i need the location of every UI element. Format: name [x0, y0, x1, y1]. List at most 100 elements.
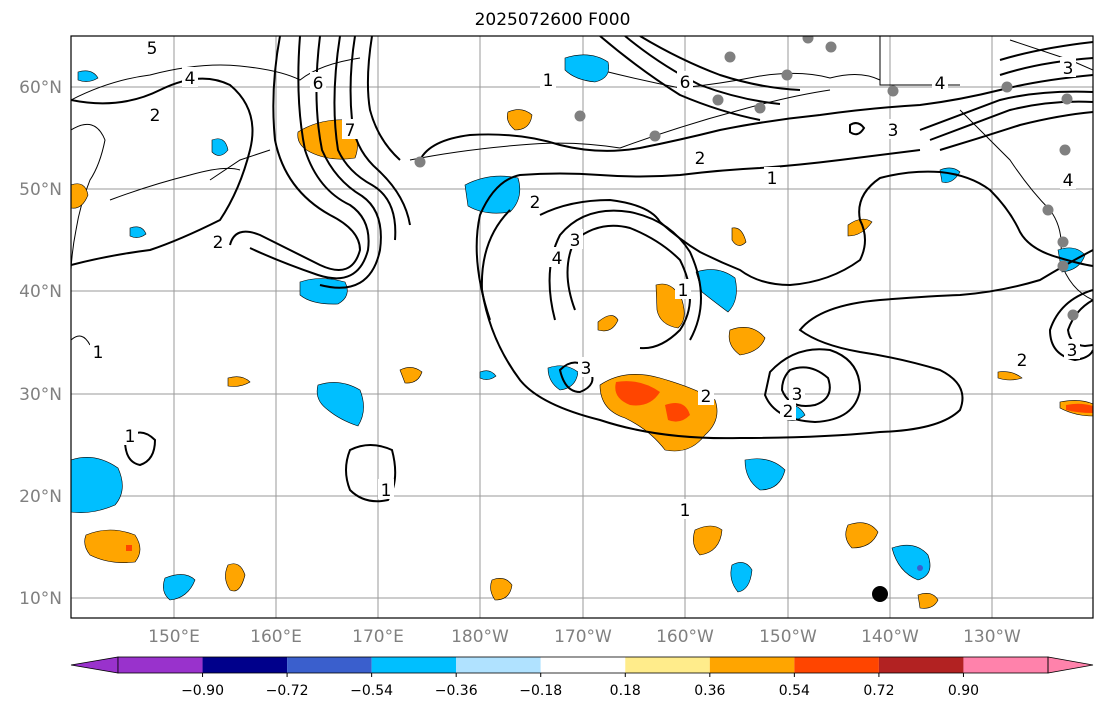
latitude-axis: 60°N 50°N 40°N 30°N 20°N 10°N: [19, 78, 62, 609]
colorbar-swatch: [456, 657, 541, 673]
longitude-label: 170°W: [554, 627, 612, 647]
contour-label-bg: [527, 191, 543, 211]
contour-label: 6: [313, 74, 324, 94]
latitude-label: 10°N: [19, 589, 62, 609]
contour-label-bg: [90, 341, 106, 361]
longitude-label: 150°E: [148, 627, 200, 647]
contour-label-bg: [764, 167, 780, 187]
contour-label: 7: [345, 121, 356, 141]
contour-label: 3: [1063, 59, 1074, 79]
contour-label-bg: [932, 72, 948, 92]
colorbar-swatch: [118, 657, 203, 673]
map-frame: [71, 36, 1093, 618]
contour-label-bg: [310, 72, 326, 92]
contour-label: 1: [767, 169, 778, 189]
contour-label-bg: [1060, 57, 1076, 77]
colorbar-tick-label: −0.18: [519, 683, 562, 699]
contour-label-bg: [567, 229, 583, 249]
contour-label: 2: [1017, 351, 1028, 371]
map-title: 2025072600 F000: [474, 10, 631, 30]
contour-label: 3: [581, 359, 592, 379]
longitude-label: 140°W: [861, 627, 919, 647]
contour-label: 1: [93, 343, 104, 363]
contour-label-bg: [549, 247, 565, 267]
station-markers: [414, 36, 1079, 321]
colorbar-tick-label: −0.72: [266, 683, 309, 699]
contour-label-bg: [677, 499, 693, 519]
colorbar-swatch: [794, 657, 879, 673]
longitude-label: 130°W: [963, 627, 1021, 647]
contour-label: 2: [530, 193, 541, 213]
latitude-label: 40°N: [19, 282, 62, 302]
coastlines: [71, 36, 1093, 346]
contour-label: 3: [1067, 341, 1078, 361]
longitude-label: 170°E: [352, 627, 404, 647]
longitude-label: 180°W: [451, 627, 509, 647]
colorbar-tick-label: −0.54: [350, 683, 393, 699]
colorbar-extend-low: [70, 656, 119, 674]
contour-label-bg: [698, 385, 714, 405]
contour-label: 3: [570, 231, 581, 251]
contour-label-bg: [1064, 339, 1080, 359]
longitude-label: 160°W: [656, 627, 714, 647]
longitude-label: 160°E: [250, 627, 302, 647]
contour-label: 2: [150, 106, 161, 126]
colorbar-tick-label: −0.90: [181, 683, 224, 699]
contour-label: 4: [552, 249, 563, 269]
longitude-axis: 150°E 160°E 170°E 180°W 170°W 160°W 150°W 140°W…: [148, 627, 1021, 647]
colorbar-tick-label: 0.72: [863, 683, 894, 699]
colorbar-tick-label: 0.90: [948, 683, 979, 699]
colorbar-swatch: [371, 657, 457, 673]
contour-label: 1: [680, 501, 691, 521]
latitude-label: 50°N: [19, 180, 62, 200]
contour-label: 3: [888, 121, 899, 141]
colorbar-tick-label: 0.54: [779, 683, 810, 699]
colorbar-swatch: [878, 657, 964, 673]
colorbar-tick-label: 0.36: [694, 683, 725, 699]
contour-label: 4: [185, 69, 196, 89]
contour-label-bg: [144, 37, 160, 57]
contour-label-bg: [578, 357, 594, 377]
colorbar-outline: [117, 656, 1049, 674]
contour-label-bg: [692, 147, 708, 167]
contour-label-bg: [342, 119, 358, 139]
colorbar-tick-label: 0.18: [610, 683, 641, 699]
latitude-label: 60°N: [19, 78, 62, 98]
shading-strong-positive: [126, 381, 1093, 551]
contour-label: 1: [543, 71, 554, 91]
contour-label-bg: [182, 67, 198, 87]
colorbar-swatch: [287, 657, 372, 673]
contour-label: 1: [125, 427, 136, 447]
colorbar-swatch: [202, 657, 288, 673]
contour-label: 4: [1063, 171, 1074, 191]
contour-label-bg: [147, 104, 163, 124]
contour-label-bg: [1014, 349, 1030, 369]
colorbar-swatch: [625, 657, 710, 673]
contour-label: 5: [147, 39, 158, 59]
contour-label: 6: [680, 73, 691, 93]
latitude-label: 20°N: [19, 487, 62, 507]
contour-label-bg: [378, 479, 394, 499]
colorbar-swatch: [709, 657, 795, 673]
contour-label-bg: [780, 400, 796, 420]
contour-label: 2: [783, 402, 794, 422]
contour-label: 2: [701, 387, 712, 407]
contour-label: 1: [381, 481, 392, 501]
map-border: [70, 35, 1094, 619]
colorbar-swatch: [540, 657, 626, 673]
contour-label-bg: [1060, 169, 1076, 189]
storm-marker: [872, 586, 888, 602]
colorbar-tick-label: −0.36: [435, 683, 478, 699]
shading-strong-negative: [917, 565, 923, 571]
colorbar-swatch: [963, 657, 1048, 673]
contour-label: 2: [213, 233, 224, 253]
contours: [71, 36, 1093, 503]
contour-label-bg: [122, 425, 138, 445]
contour-label: 1: [678, 281, 689, 301]
contour-label-bg: [789, 383, 805, 403]
contour-label-bg: [677, 71, 693, 91]
latitude-label: 30°N: [19, 385, 62, 405]
contour-label-bg: [885, 119, 901, 139]
